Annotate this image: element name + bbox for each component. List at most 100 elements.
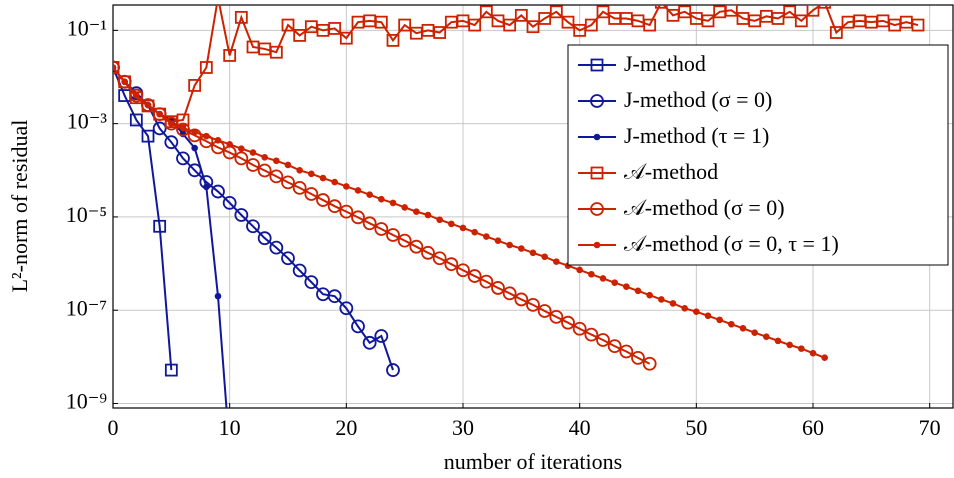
y-axis-label: L²-norm of residual <box>7 120 32 293</box>
marker <box>607 339 622 353</box>
marker <box>724 5 738 17</box>
marker <box>257 231 272 246</box>
marker <box>646 291 653 299</box>
marker <box>304 187 319 201</box>
marker <box>362 335 377 350</box>
x-tick-label: 50 <box>685 415 707 440</box>
marker <box>308 170 315 178</box>
marker <box>774 337 782 345</box>
marker <box>113 60 120 75</box>
marker <box>176 151 190 166</box>
marker <box>693 308 700 315</box>
marker <box>141 98 155 112</box>
marker <box>631 350 645 365</box>
marker <box>222 195 237 210</box>
marker <box>590 94 604 108</box>
x-tick-label: 0 <box>108 415 119 440</box>
marker <box>144 101 152 109</box>
marker <box>164 363 178 377</box>
marker <box>783 5 797 19</box>
marker <box>576 266 583 274</box>
legend-label: J-method (σ = 0) <box>624 87 772 112</box>
marker <box>593 133 601 141</box>
marker <box>168 120 175 127</box>
marker <box>203 183 210 191</box>
marker <box>643 18 657 32</box>
marker <box>704 312 712 320</box>
legend-label: 𝒜-method (σ = 0) <box>624 195 785 220</box>
marker <box>456 263 470 278</box>
marker <box>319 174 327 182</box>
marker <box>502 286 517 301</box>
marker <box>821 354 828 361</box>
marker <box>413 208 420 215</box>
marker <box>331 178 338 186</box>
marker <box>561 15 575 29</box>
marker <box>549 309 564 324</box>
marker <box>188 79 202 92</box>
marker <box>561 315 575 330</box>
marker <box>199 61 213 74</box>
marker <box>401 204 408 211</box>
marker <box>339 204 354 219</box>
x-tick-label: 60 <box>802 415 824 440</box>
marker <box>678 5 692 19</box>
marker <box>273 157 280 165</box>
marker <box>257 163 272 178</box>
marker <box>281 18 295 32</box>
marker <box>203 132 210 140</box>
marker <box>269 169 284 184</box>
marker <box>794 14 808 28</box>
marker <box>281 175 295 190</box>
marker <box>514 8 528 22</box>
marker <box>234 151 249 166</box>
marker <box>328 22 342 35</box>
marker <box>479 274 494 289</box>
marker <box>191 144 198 152</box>
marker <box>503 18 517 32</box>
marker <box>809 349 817 357</box>
marker <box>362 216 377 231</box>
marker <box>716 316 723 324</box>
marker <box>223 49 237 62</box>
marker <box>292 180 307 195</box>
marker <box>471 228 478 236</box>
marker <box>596 5 610 19</box>
x-tick-label: 30 <box>452 415 474 440</box>
marker <box>249 149 257 156</box>
marker <box>141 129 155 143</box>
marker <box>658 296 665 303</box>
marker <box>179 124 187 132</box>
legend-label: J-method (τ = 1) <box>624 123 769 148</box>
marker <box>213 0 224 3</box>
marker <box>133 92 140 99</box>
marker <box>246 219 260 234</box>
marker <box>164 116 179 131</box>
marker <box>366 191 373 198</box>
marker <box>701 14 715 28</box>
marker <box>611 279 618 286</box>
y-tick-label: 10⁻¹ <box>67 15 107 40</box>
marker <box>623 283 630 290</box>
marker <box>386 363 400 377</box>
x-tick-label: 40 <box>569 415 591 440</box>
marker <box>806 5 820 17</box>
marker <box>553 258 560 265</box>
marker <box>374 222 389 236</box>
marker <box>798 345 805 352</box>
marker <box>327 289 342 304</box>
marker <box>526 297 540 312</box>
marker <box>739 324 747 332</box>
marker <box>654 5 668 9</box>
marker <box>642 356 657 371</box>
marker <box>588 270 595 278</box>
marker <box>234 208 249 222</box>
marker <box>113 64 117 71</box>
marker <box>354 187 362 194</box>
marker <box>227 447 233 453</box>
marker <box>494 237 502 244</box>
marker <box>339 31 353 45</box>
marker <box>467 269 482 283</box>
plot-area <box>113 0 925 453</box>
